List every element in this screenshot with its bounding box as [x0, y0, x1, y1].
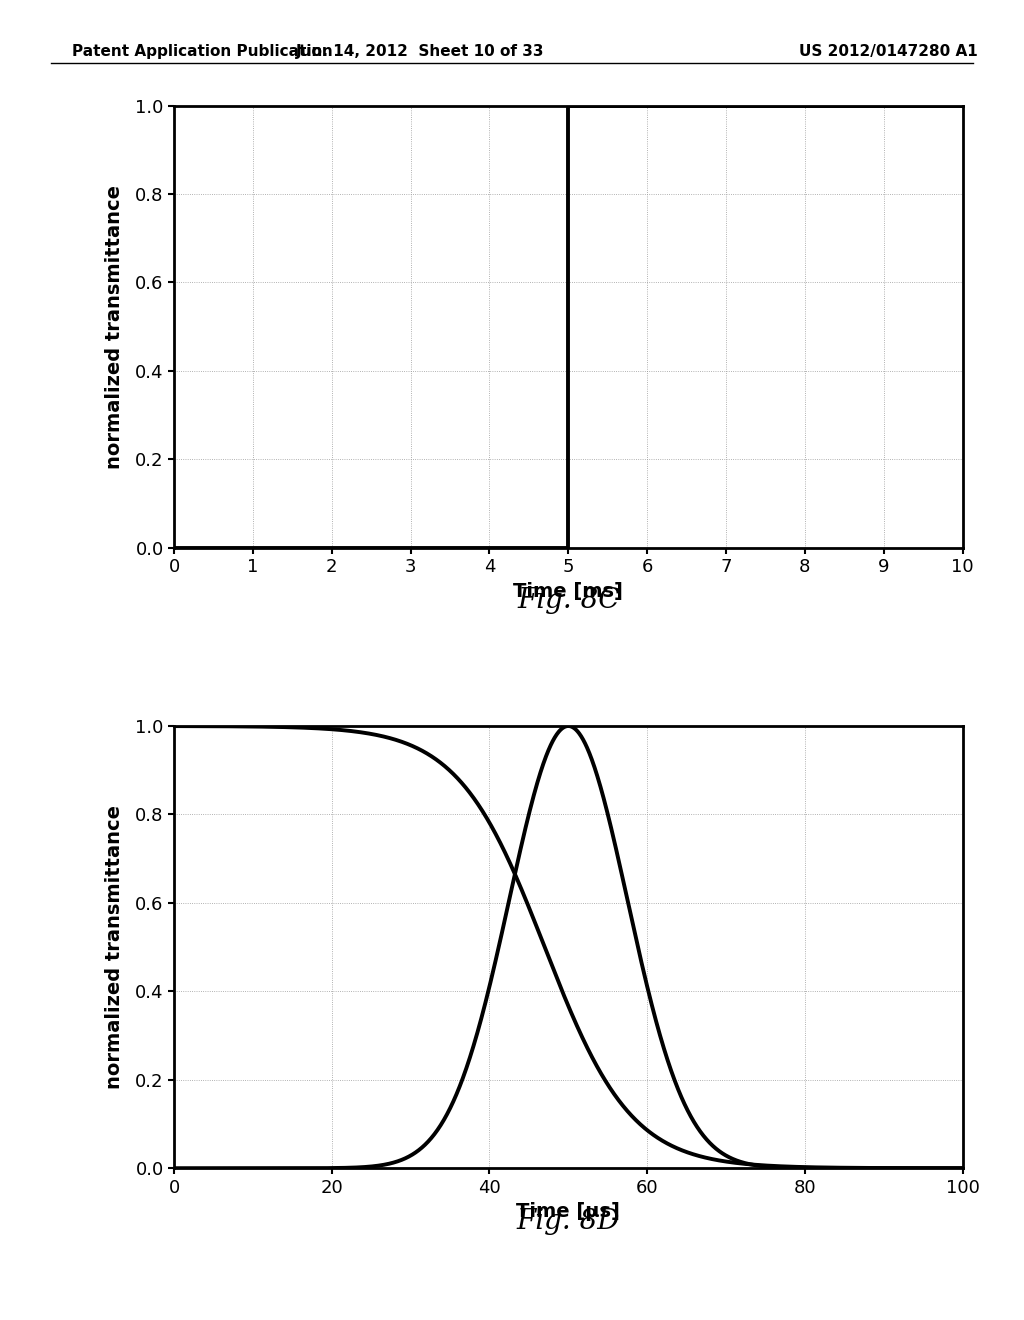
Text: Fig. 8C: Fig. 8C	[517, 587, 620, 614]
X-axis label: Time [ms]: Time [ms]	[513, 582, 624, 601]
Y-axis label: normalized transmittance: normalized transmittance	[105, 805, 124, 1089]
Text: Fig. 8D: Fig. 8D	[516, 1208, 621, 1234]
Y-axis label: normalized transmittance: normalized transmittance	[105, 185, 124, 469]
Text: Jun. 14, 2012  Sheet 10 of 33: Jun. 14, 2012 Sheet 10 of 33	[296, 44, 544, 58]
Text: US 2012/0147280 A1: US 2012/0147280 A1	[799, 44, 978, 58]
Text: Patent Application Publication: Patent Application Publication	[72, 44, 333, 58]
X-axis label: Time [μs]: Time [μs]	[516, 1203, 621, 1221]
